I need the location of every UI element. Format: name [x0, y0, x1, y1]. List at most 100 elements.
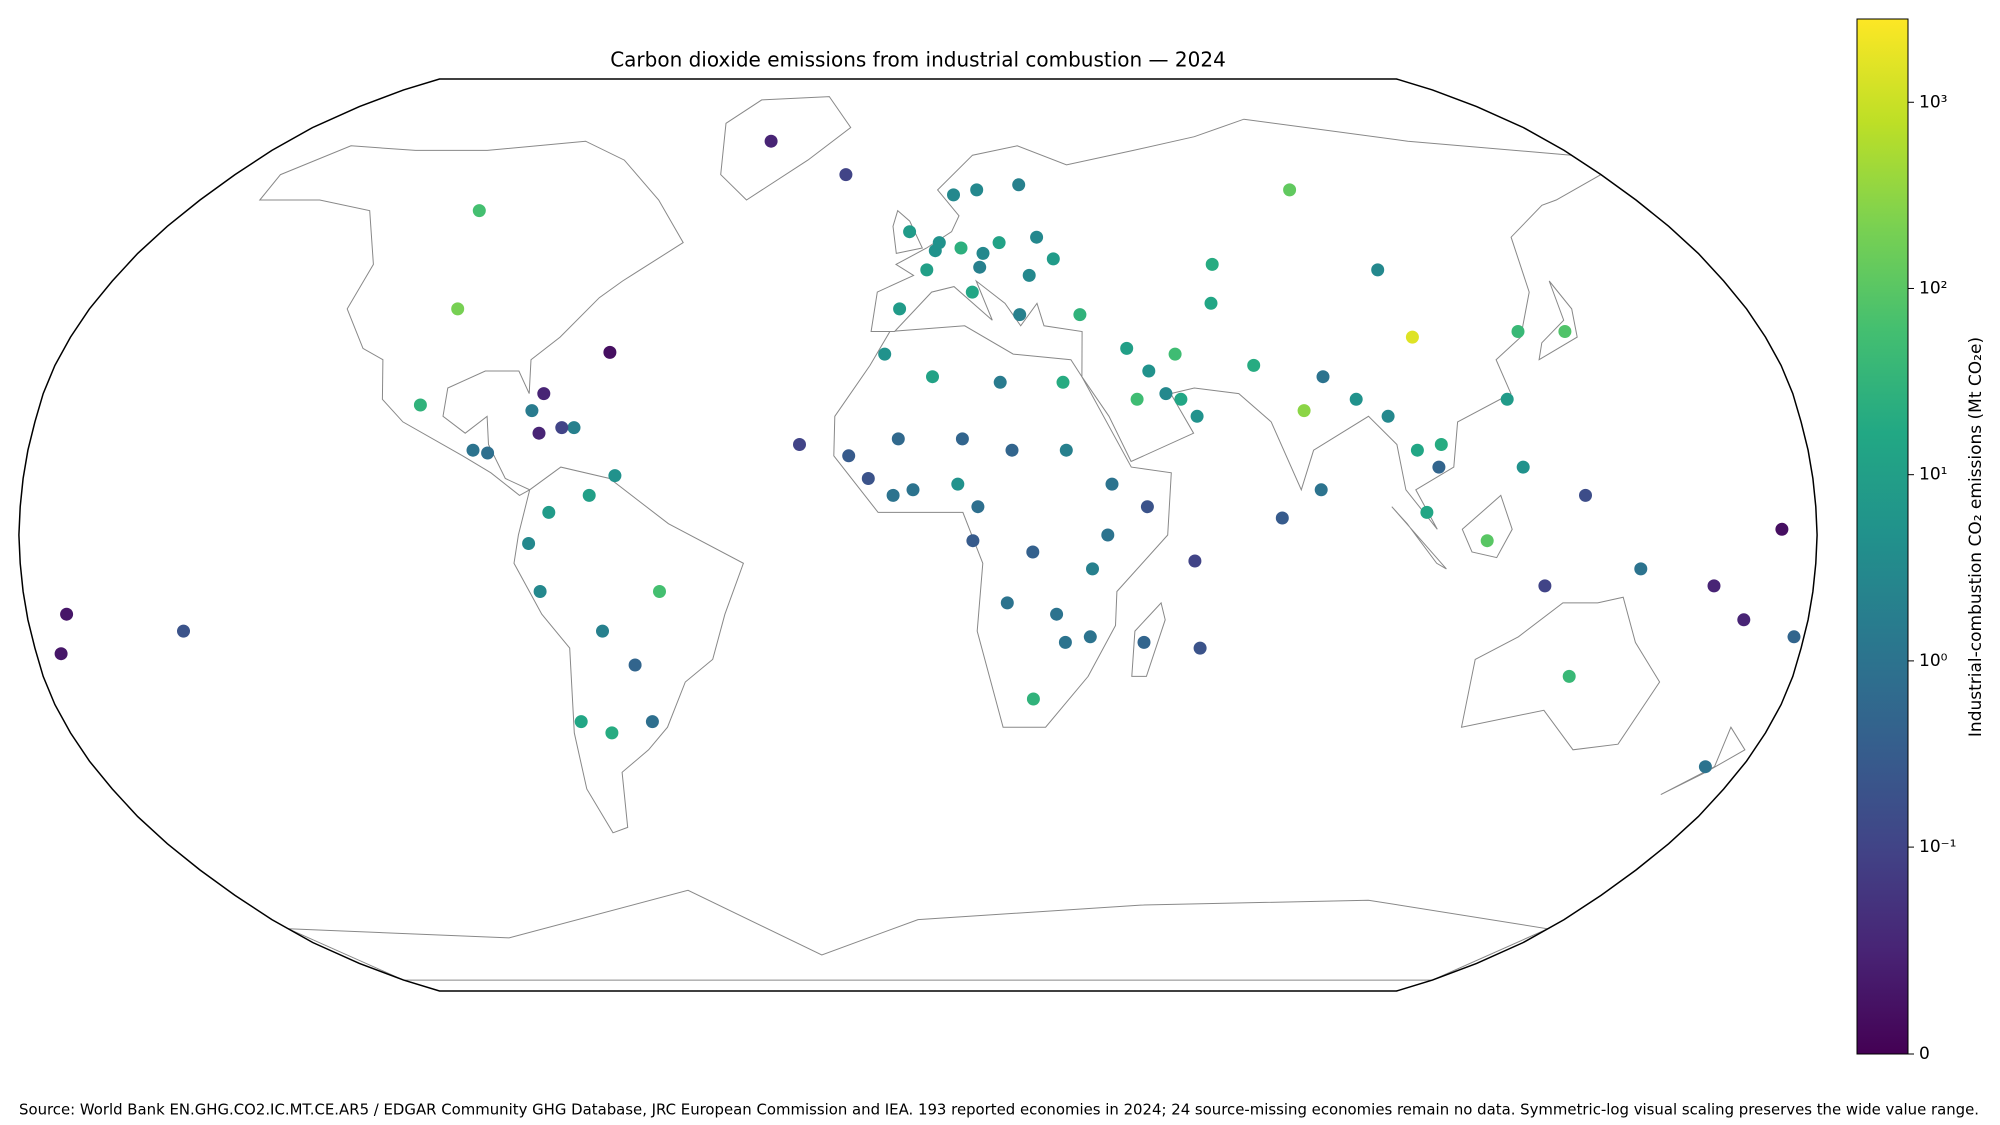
- country-point: [1101, 528, 1115, 542]
- land: [720, 96, 852, 201]
- country-point: [1297, 404, 1311, 418]
- country-point: [1105, 477, 1119, 491]
- country-point: [60, 607, 74, 621]
- country-point: [993, 375, 1007, 389]
- country-point: [522, 537, 536, 550]
- country-point: [542, 505, 556, 519]
- country-point: [1046, 252, 1060, 266]
- country-point: [1188, 554, 1202, 568]
- country-point: [532, 426, 546, 440]
- country-point: [906, 483, 920, 497]
- country-point: [1349, 392, 1363, 406]
- country-point: [1562, 669, 1576, 683]
- country-point: [1140, 500, 1154, 514]
- country-point: [1432, 460, 1446, 474]
- country-point: [954, 241, 968, 255]
- country-point: [1787, 630, 1801, 644]
- country-point: [1012, 178, 1026, 192]
- country-point: [1030, 230, 1044, 244]
- country-point: [413, 398, 427, 412]
- country-point: [1050, 607, 1064, 621]
- land: [1538, 280, 1578, 361]
- country-point: [645, 715, 659, 729]
- country-point: [628, 658, 642, 672]
- country-point: [1137, 635, 1151, 649]
- country-point: [1698, 760, 1712, 774]
- country-point: [947, 188, 960, 202]
- country-point: [1142, 364, 1156, 378]
- land: [1391, 506, 1447, 570]
- country-point: [926, 370, 939, 384]
- country-point: [920, 263, 934, 277]
- country-point: [582, 488, 596, 502]
- country-point: [1204, 296, 1218, 310]
- colorbar-tick-label: 10⁰: [1919, 651, 1948, 671]
- country-point: [1381, 409, 1395, 423]
- country-point: [1130, 392, 1144, 406]
- country-point: [992, 236, 1006, 250]
- country-point: [1283, 183, 1297, 197]
- country-point: [1013, 308, 1027, 322]
- country-point: [1500, 392, 1514, 406]
- country-point: [1056, 375, 1070, 389]
- country-point: [1316, 370, 1330, 384]
- country-point: [1174, 392, 1188, 406]
- land: [258, 140, 684, 496]
- country-point: [1058, 635, 1072, 649]
- country-point: [1083, 630, 1097, 644]
- colorbar-tick-label: 10¹: [1919, 465, 1947, 485]
- country-point: [1190, 409, 1204, 423]
- country-point: [472, 204, 486, 218]
- country-point: [976, 246, 990, 260]
- colorbar: [1856, 18, 1909, 1055]
- country-point: [1371, 263, 1385, 277]
- land: [1461, 494, 1513, 559]
- colorbar-tick-label: 10²: [1919, 278, 1947, 298]
- country-point: [1558, 325, 1572, 338]
- country-point: [1511, 325, 1525, 338]
- country-point: [955, 432, 969, 446]
- country-point: [1120, 341, 1134, 355]
- country-point: [1247, 358, 1261, 372]
- land: [870, 118, 1602, 530]
- country-point: [1775, 522, 1789, 536]
- country-point: [1073, 308, 1087, 322]
- map-title: Carbon dioxide emissions from industrial…: [610, 48, 1226, 72]
- country-point: [54, 647, 68, 661]
- country-point: [653, 585, 666, 598]
- country-point: [1314, 483, 1328, 497]
- country-point: [1516, 460, 1530, 474]
- country-point: [1579, 488, 1592, 502]
- land: [833, 325, 1172, 728]
- colorbar-label: Industrial-combustion CO₂ emissions (Mt …: [1966, 337, 1986, 737]
- country-point: [1026, 692, 1040, 706]
- points-layer: [54, 134, 1801, 774]
- country-point: [603, 345, 617, 359]
- country-point: [1086, 562, 1099, 576]
- country-point: [525, 404, 539, 418]
- country-point: [537, 387, 551, 401]
- country-point: [861, 472, 875, 485]
- country-point: [533, 585, 547, 598]
- country-point: [1026, 545, 1040, 559]
- country-point: [1205, 257, 1219, 271]
- country-point: [1059, 443, 1073, 457]
- country-point: [878, 347, 892, 361]
- country-point: [1480, 534, 1494, 548]
- country-point: [608, 469, 622, 483]
- colorbar-tick-label: 0: [1919, 1044, 1930, 1064]
- land: [513, 466, 745, 834]
- country-point: [1193, 641, 1207, 655]
- country-point: [764, 134, 778, 148]
- country-point: [973, 260, 987, 274]
- country-point: [793, 438, 806, 451]
- country-point: [903, 225, 917, 239]
- country-point: [966, 534, 980, 548]
- land: [288, 889, 1550, 981]
- country-point: [1634, 562, 1648, 576]
- country-point: [970, 183, 984, 197]
- country-point: [1410, 443, 1424, 457]
- country-point: [839, 168, 853, 182]
- colorbar-tick-label: 10³: [1919, 92, 1947, 112]
